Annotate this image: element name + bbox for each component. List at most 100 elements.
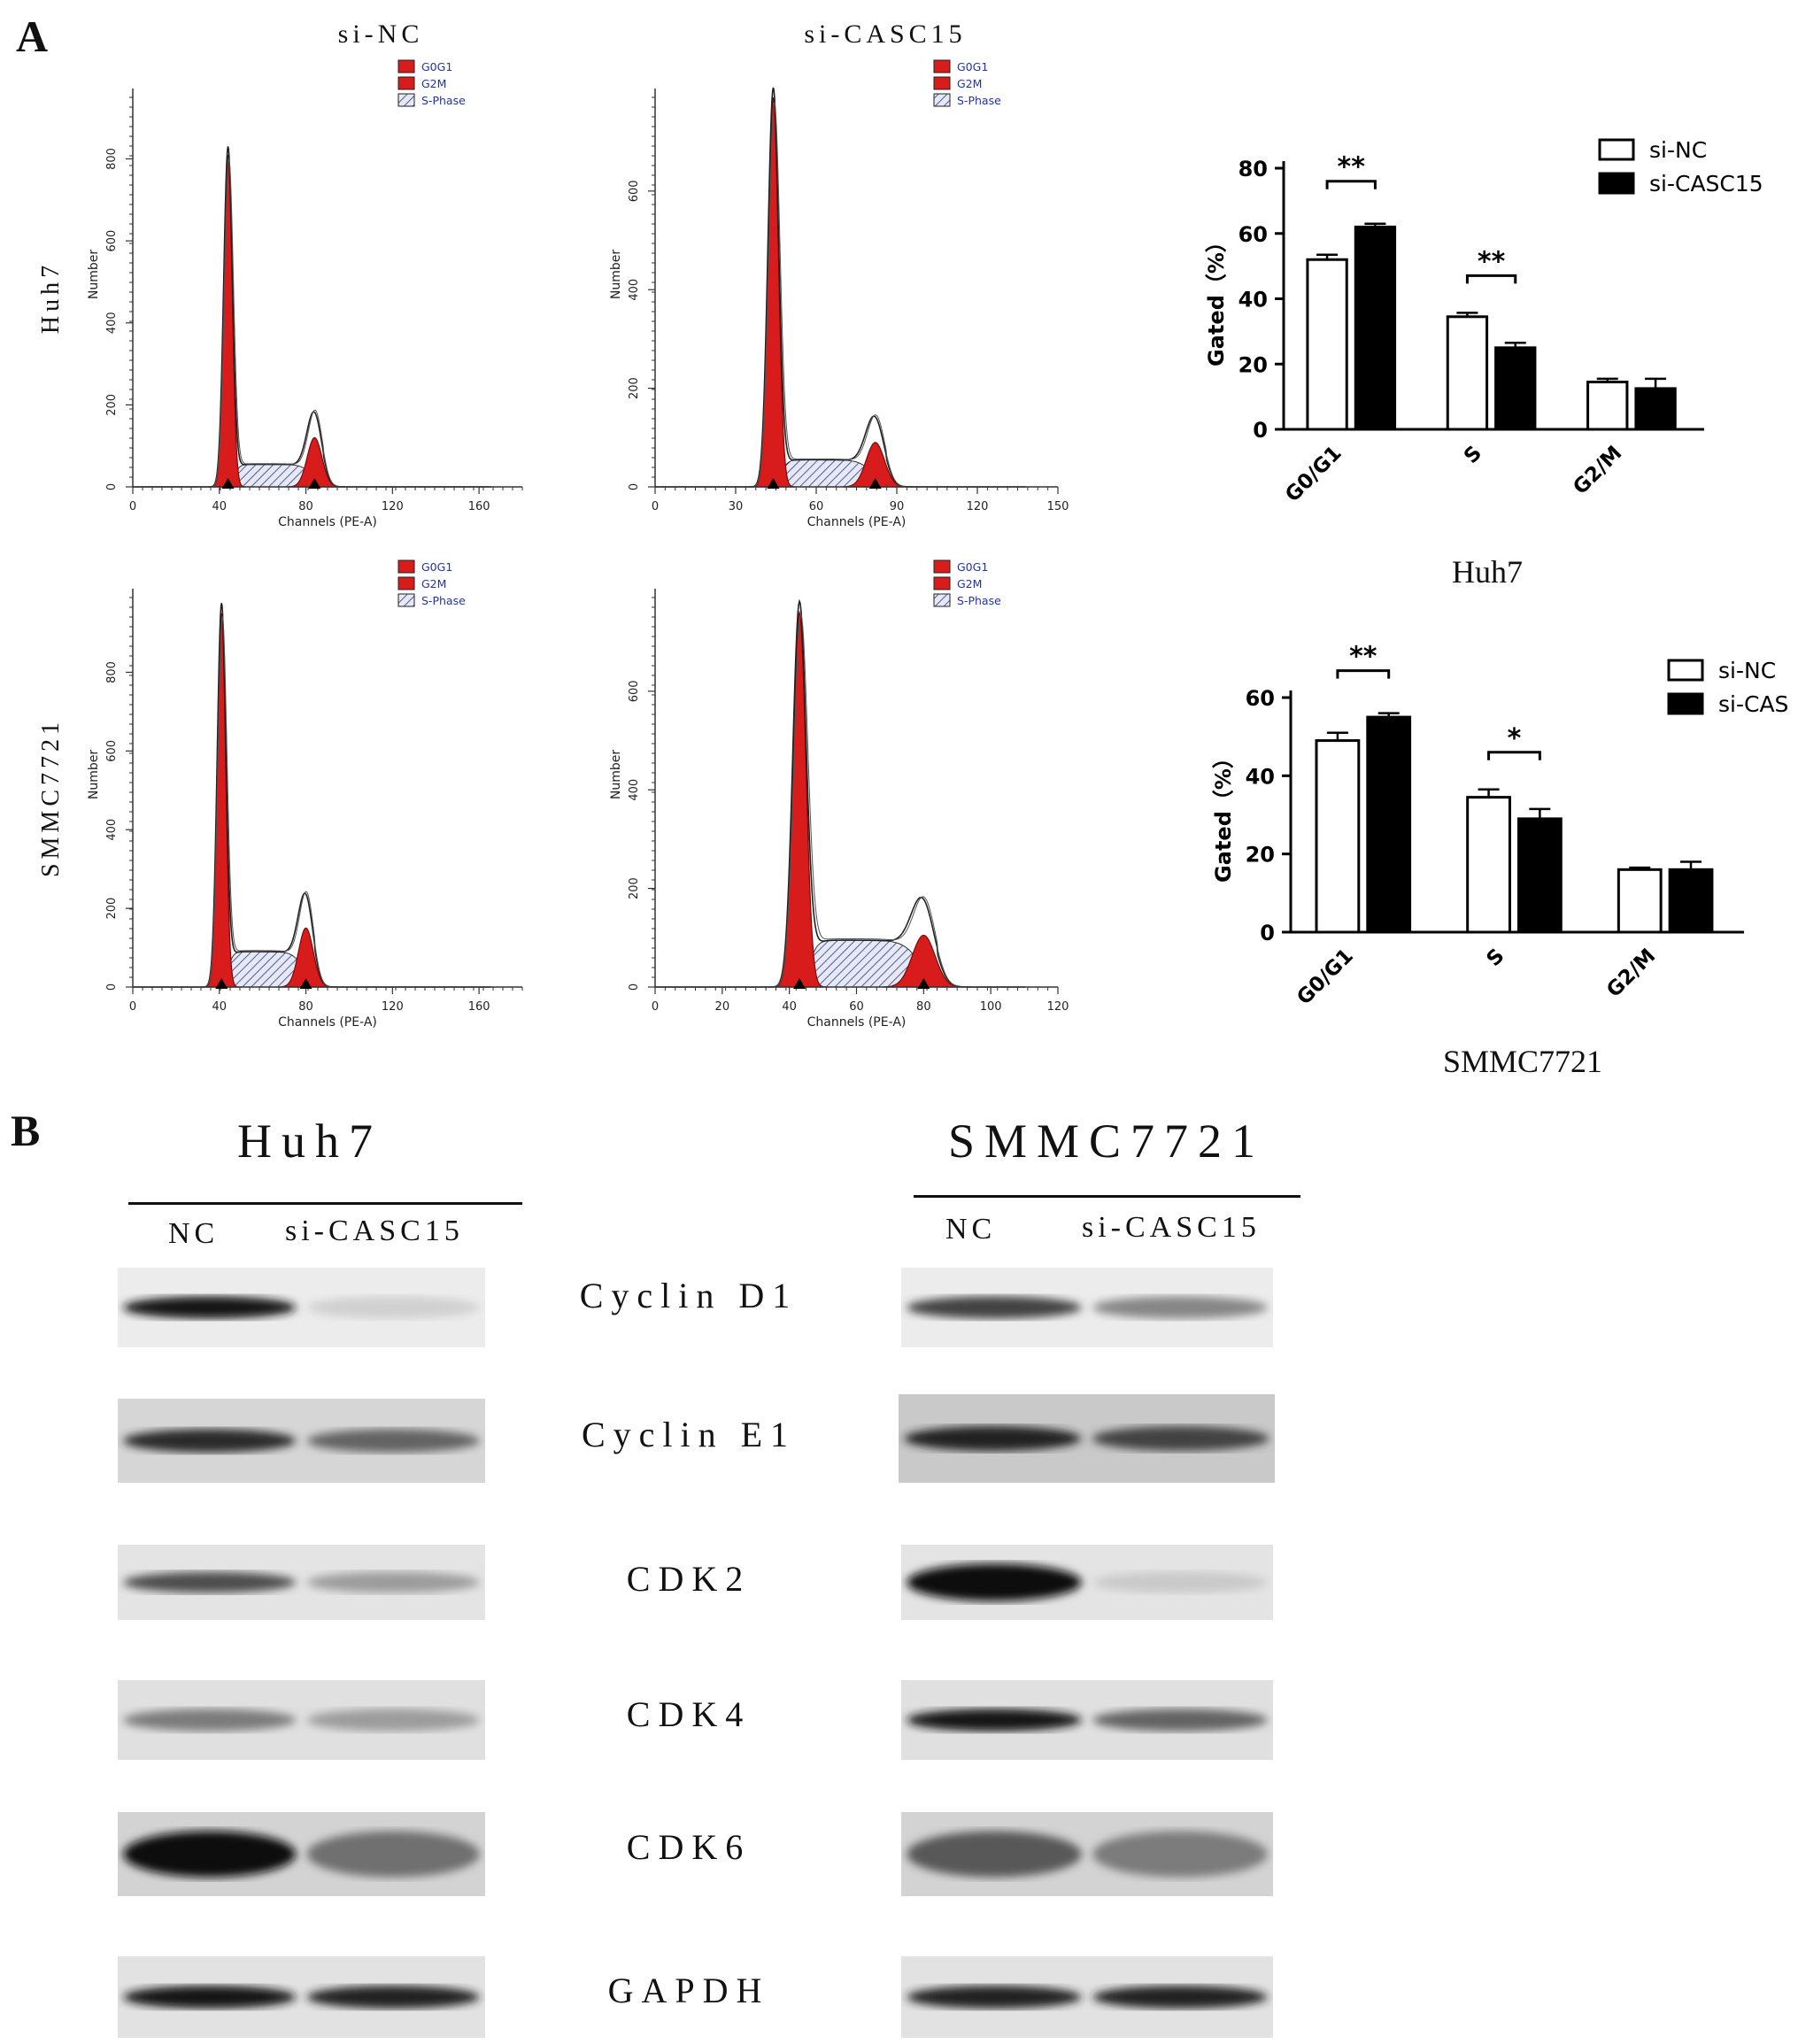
legend-swatch [1598,172,1635,195]
x-tick-label: 0 [129,500,136,513]
protein-band [907,1296,1082,1319]
protein-label-cdk4: CDK4 [626,1694,752,1734]
y-tick-label: 200 [628,877,641,899]
x-tick-label: 160 [468,500,490,513]
y-tick-label: 200 [628,377,641,399]
y-axis-label: Gated（%） [1204,231,1229,366]
y-axis-label: Gated（%） [1211,747,1236,883]
legend-swatch [397,76,415,90]
bar [1466,796,1511,934]
protein-band [306,1429,480,1453]
x-tick-label: 20 [715,1000,730,1014]
y-tick-label: 0 [628,483,641,490]
blot-strip-smmc-cdk6 [901,1812,1273,1896]
protein-band [123,1986,297,2009]
y-tick-label: 40 [1239,288,1268,312]
col-title-sinc: si-NC [337,19,424,49]
legend-swatch [933,593,951,607]
peak-marker [917,978,930,989]
panel-b-label: B [11,1106,41,1155]
x-tick-label: 80 [916,1000,931,1014]
significance-bracket [1465,274,1517,284]
y-tick-label: 20 [1239,352,1268,377]
protein-band [1092,1296,1268,1319]
y-tick-label: 800 [105,148,119,170]
blot-strip-huh7-gapdh [118,1956,485,2038]
protein-band [1092,1831,1268,1878]
lane-label-huh7-sicasc15: si-CASC15 [285,1215,464,1247]
legend-swatch [397,93,415,107]
category-label: S [1482,945,1509,971]
flow-histogram-smmc-sinc: 0 40 80 120 160 0 200 400 600 800 Channels (PE-A) N… [87,559,523,1030]
legend-swatch [933,93,951,107]
blot-strip-huh7-cyclin-e1 [118,1399,485,1483]
legend-label: G0G1 [957,60,988,73]
y-tick-label: 600 [628,180,641,202]
legend-swatch [933,76,951,90]
x-axis-label: Channels (PE-A) [807,1015,907,1030]
fit-curve [133,603,491,988]
x-tick-label: 40 [212,1000,228,1014]
legend-label: S-Phase [421,594,466,607]
protein-band [1092,1986,1268,2009]
x-tick-label: 80 [298,500,313,513]
legend-label: G2M [957,577,982,590]
bar [1617,868,1663,934]
flow-histogram-huh7-sinc: 0 40 80 120 160 0 200 400 600 800 Channels (PE-A) N… [87,59,523,529]
bar [1634,387,1677,431]
protein-band [904,1426,1082,1451]
data-curve [655,101,1026,488]
protein-band [306,1831,480,1878]
y-tick-label: 400 [628,779,641,801]
protein-label-cdk6: CDK6 [626,1827,752,1867]
legend-label: S-Phase [957,94,1001,107]
lane-label-smmc-sicasc15: si-CASC15 [1082,1211,1261,1244]
significance-bracket [1336,669,1391,679]
bar [1315,739,1361,934]
peak-marker [299,978,313,989]
significance-stars: ** [1478,246,1506,277]
row-title-huh7: Huh7 [37,260,65,335]
x-tick-label: 90 [890,500,905,513]
legend-label: si-NC [1649,137,1707,163]
peak-marker [793,978,806,989]
y-axis-label: Number [609,750,623,799]
blot-strip-huh7-cyclin-d1 [118,1268,485,1347]
x-tick-label: 30 [729,500,744,513]
y-tick-label: 0 [105,983,119,991]
protein-band [306,1571,480,1593]
legend-label: G2M [421,77,446,90]
y-tick-label: 800 [105,661,119,683]
data-curve [655,613,1026,988]
y-tick-label: 200 [105,898,119,920]
x-tick-label: 120 [967,500,989,513]
x-tick-label: 80 [298,1000,313,1014]
protein-band [306,1986,480,2009]
g0g1-peak [210,154,246,488]
protein-band [1092,1426,1269,1451]
x-tick-label: 40 [782,1000,797,1014]
fit-curve [133,146,491,488]
bar-chart-caption-smmc7721: SMMC7721 [1442,1044,1603,1079]
x-tick-label: 150 [1047,500,1069,513]
data-curve [133,615,491,988]
legend-swatch [1667,659,1704,682]
significance-stars: ** [1338,152,1366,183]
blot-strip-smmc-cdk4 [901,1680,1273,1760]
legend-label: G0G1 [957,560,988,574]
blot-strip-smmc-cyclin-e1 [899,1394,1275,1483]
blot-underline-huh7 [128,1202,522,1205]
bar [1516,817,1563,934]
blot-strip-huh7-cdk2 [118,1545,485,1620]
x-tick-label: 160 [468,1000,490,1014]
lane-label-huh7-nc: NC [168,1217,220,1250]
y-tick-label: 0 [1253,418,1268,443]
blot-strip-smmc-gapdh [901,1956,1273,2038]
protein-band [907,1831,1082,1878]
significance-stars: * [1508,723,1522,754]
g0g1-peak [751,96,796,488]
legend-label: si-CASC15 [1718,691,1788,717]
protein-band [123,1429,297,1453]
y-tick-label: 400 [105,312,119,334]
g0g1-peak [204,613,240,988]
